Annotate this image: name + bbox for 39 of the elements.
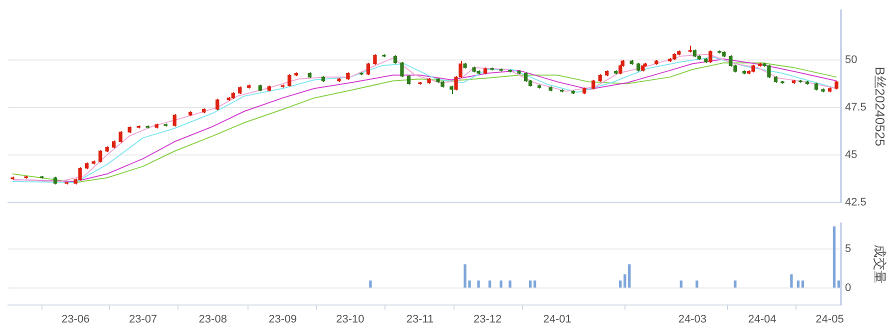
x-tick-label: 23-07 <box>129 313 158 326</box>
bar <box>796 280 800 288</box>
x-tick-label: 23-11 <box>406 313 434 326</box>
bar <box>533 280 536 288</box>
bar <box>500 280 502 288</box>
y-tick-label: 47.5 <box>845 101 866 114</box>
y-tick-label: 5 <box>845 243 852 256</box>
bar <box>528 280 532 288</box>
y-axis-title: B丝20240525 <box>872 66 888 146</box>
bar <box>488 280 492 288</box>
bar <box>369 280 372 288</box>
bar <box>832 226 836 288</box>
bar <box>624 274 626 288</box>
bar <box>477 280 480 288</box>
bar <box>619 280 622 288</box>
candlestick <box>92 160 96 165</box>
x-tick-label: 23-09 <box>268 313 297 326</box>
y-tick-label: 0 <box>845 282 852 294</box>
bar <box>680 280 682 288</box>
x-tick-label: 24-05 <box>816 313 844 326</box>
bar <box>696 280 698 288</box>
x-tick-label: 24-01 <box>543 313 572 326</box>
x-tick-label: 24-04 <box>748 313 776 326</box>
bar <box>508 280 512 288</box>
x-tick-label: 24-03 <box>678 313 706 326</box>
x-tick-label: 23-10 <box>336 313 364 326</box>
candlestick <box>490 67 494 71</box>
y-tick-label: 45 <box>845 148 858 161</box>
x-tick-label: 23-08 <box>198 313 227 326</box>
bar <box>837 280 840 288</box>
bar <box>801 280 804 288</box>
x-tick-label: 23-12 <box>473 313 502 326</box>
y-tick-label: 42.5 <box>845 196 866 208</box>
bar <box>734 280 737 288</box>
y-tick-label: 50 <box>845 54 858 66</box>
x-tick-label: 23-06 <box>61 313 90 326</box>
bar <box>790 274 793 288</box>
bar <box>628 264 631 288</box>
y-axis-title: 成交量 <box>872 244 888 284</box>
